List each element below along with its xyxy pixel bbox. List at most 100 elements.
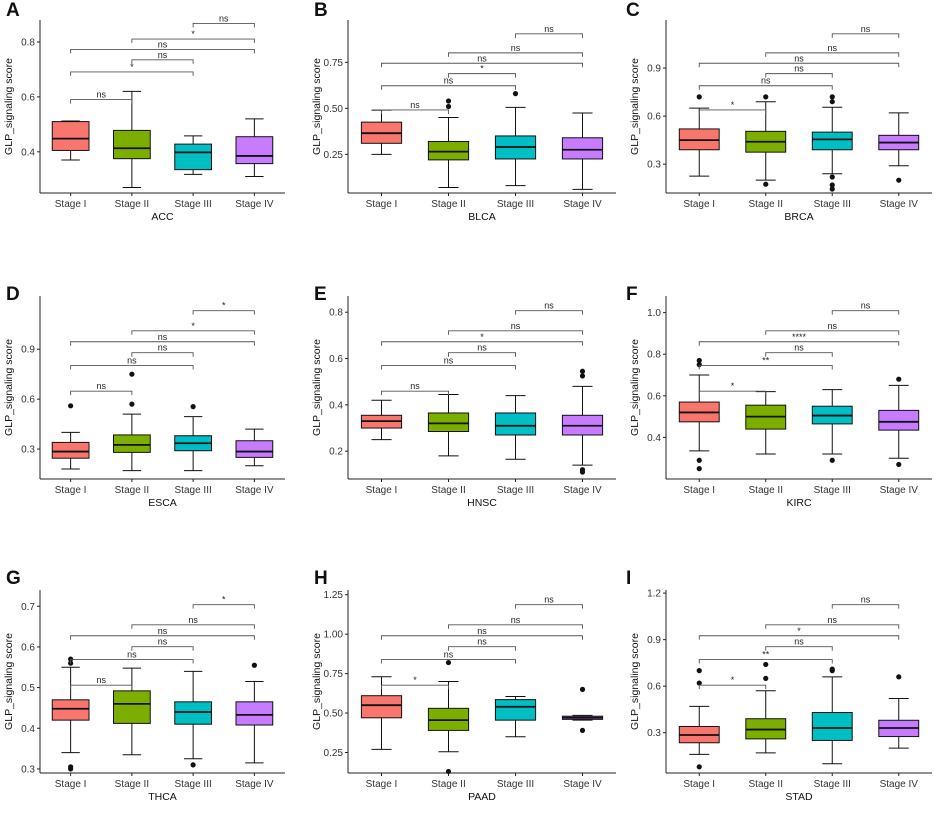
x-tick-label: Stage II: [431, 779, 465, 790]
bracket-line: [515, 310, 583, 315]
significance-label: ns: [158, 50, 168, 60]
significance-label: ns: [158, 626, 168, 636]
x-axis-title: STAD: [785, 791, 813, 803]
significance-label: ns: [477, 637, 487, 647]
box-3: [494, 395, 537, 460]
box-1: [678, 94, 720, 177]
box-2: [113, 90, 151, 189]
box-3: [494, 695, 537, 738]
outlier-point: [696, 764, 702, 770]
outlier-point: [829, 457, 835, 463]
bracket-line: [698, 390, 767, 396]
significance-label: ns: [158, 637, 168, 647]
iqr-box: [427, 140, 470, 161]
y-axis-title: GLP_signaling score: [311, 339, 323, 436]
outlier-point: [763, 181, 769, 187]
outlier-point: [512, 91, 519, 97]
bracket-line: [831, 310, 900, 315]
y-tick-label: 0.50: [324, 104, 344, 115]
x-tick-label: Stage IV: [235, 779, 274, 790]
significance-label: ns: [761, 76, 771, 86]
significance-bracket: ns: [70, 675, 133, 690]
significance-bracket: *: [192, 301, 255, 315]
x-tick-label: Stage I: [683, 199, 715, 210]
significance-bracket: ns: [765, 64, 833, 78]
y-axis-title: GLP_signaling score: [629, 339, 641, 436]
bracket-line: [698, 684, 767, 690]
significance-label: ns: [127, 356, 137, 366]
outlier-point: [579, 373, 586, 379]
significance-bracket: ns: [448, 43, 583, 57]
significance-label: ns: [794, 343, 804, 353]
x-axis-title: THCA: [148, 791, 177, 803]
bracket-line: [515, 604, 583, 609]
x-tick-label: Stage IV: [235, 199, 274, 210]
bracket-line: [448, 73, 516, 78]
outlier-point: [829, 668, 835, 674]
bracket-line: [192, 23, 255, 28]
y-tick-label: 0.50: [324, 709, 344, 720]
box-4: [235, 118, 274, 178]
iqr-box: [427, 412, 470, 433]
significance-bracket: ns: [70, 39, 255, 54]
significance-bracket: ns: [381, 626, 583, 640]
significance-bracket: ns: [70, 626, 255, 640]
x-tick-label: Stage III: [814, 779, 851, 790]
outlier-point: [445, 98, 452, 104]
significance-label: ns: [544, 24, 554, 34]
significance-label: ns: [861, 301, 871, 311]
x-tick-label: Stage IV: [880, 779, 919, 790]
box-2: [427, 98, 470, 188]
significance-bracket: ns: [381, 53, 583, 68]
x-tick-label: Stage II: [749, 199, 783, 210]
x-axis-title: KIRC: [786, 497, 812, 509]
significance-label: ns: [794, 637, 804, 647]
significance-bracket: ns: [70, 381, 133, 396]
significance-label: ns: [444, 650, 454, 660]
significance-label: ns: [544, 595, 554, 605]
bracket-line: [765, 73, 833, 78]
significance-bracket: ns: [70, 650, 194, 664]
bracket-line: [448, 646, 516, 651]
significance-label: ns: [827, 43, 837, 53]
significance-label: ns: [96, 381, 106, 391]
significance-bracket: ns: [381, 650, 516, 664]
iqr-box: [561, 137, 604, 160]
outlier-point: [445, 103, 452, 110]
box-1: [360, 109, 403, 155]
box-2: [427, 393, 470, 457]
outlier-point: [696, 680, 702, 686]
x-tick-label: Stage II: [749, 485, 783, 496]
y-tick-label: 0.4: [647, 433, 661, 444]
y-tick-label: 0.75: [324, 669, 344, 680]
box-4: [235, 662, 274, 764]
bracket-line: [765, 646, 833, 651]
outlier-point: [129, 371, 135, 377]
significance-label: *: [731, 100, 735, 110]
significance-bracket: ns: [131, 637, 194, 651]
outlier-point: [696, 94, 702, 100]
iqr-box: [494, 412, 537, 436]
bracket-line: [381, 365, 516, 370]
significance-bracket: *: [70, 62, 194, 76]
significance-bracket: ns: [698, 76, 833, 90]
significance-label: ****: [792, 332, 807, 342]
box-2: [745, 94, 787, 187]
y-axis-title: GLP_signaling score: [3, 633, 15, 730]
y-axis-title: GLP_signaling score: [629, 633, 641, 730]
box-2: [113, 371, 151, 472]
panel-d: D GLP_signaling score 0.3 0.6 0.9 Stage I Stag…: [3, 284, 285, 509]
bracket-line: [70, 365, 194, 370]
significance-label: *: [222, 301, 226, 311]
outlier-point: [579, 686, 586, 692]
bracket-line: [698, 109, 767, 114]
iqr-box: [235, 136, 274, 165]
x-tick-label: Stage IV: [235, 485, 274, 496]
significance-bracket: *: [698, 381, 767, 396]
significance-bracket: ns: [381, 76, 516, 90]
panel-letter: A: [6, 0, 20, 21]
significance-label: *: [731, 381, 735, 391]
bracket-line: [70, 390, 133, 396]
x-axis-title: BLCA: [468, 211, 495, 223]
significance-bracket: **: [698, 356, 833, 370]
